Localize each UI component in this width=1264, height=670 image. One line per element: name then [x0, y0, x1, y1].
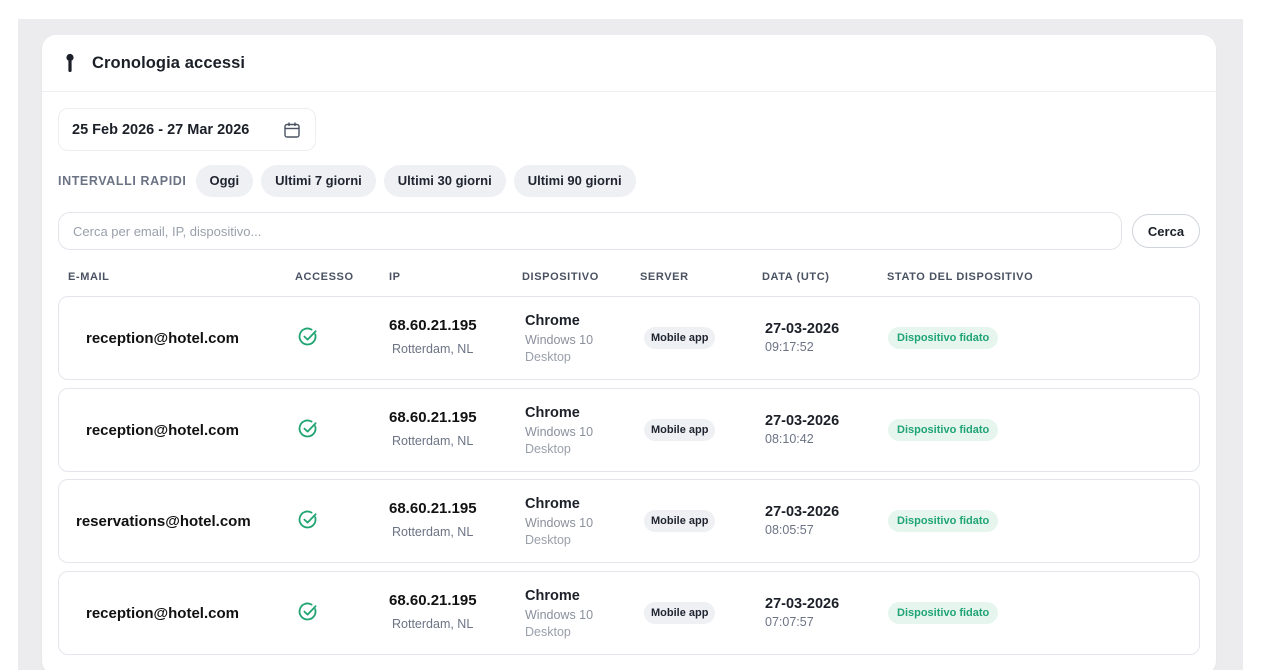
date-range-picker[interactable]: 25 Feb 2026 - 27 Mar 2026: [58, 108, 316, 151]
row-email: reception@hotel.com: [86, 604, 239, 622]
row-time: 07:07:57: [765, 615, 814, 629]
quick-range-30-days[interactable]: Ultimi 30 giorni: [383, 164, 506, 197]
row-time: 09:17:52: [765, 340, 814, 354]
column-header-ip: IP: [389, 271, 401, 283]
search-input[interactable]: [58, 212, 1122, 250]
status-badge: Dispositivo fidato: [888, 419, 999, 441]
status-badge: Dispositivo fidato: [888, 327, 999, 349]
row-email: reception@hotel.com: [86, 421, 239, 439]
server-badge: Mobile app: [644, 327, 716, 349]
date-range-value: 25 Feb 2026 - 27 Mar 2026: [72, 121, 250, 138]
column-header-server: SERVER: [640, 271, 689, 283]
row-device-os: Windows 10: [525, 608, 594, 622]
column-header-device: DISPOSITIVO: [522, 271, 599, 283]
row-device-browser: Chrome: [525, 313, 580, 329]
row-device-browser: Chrome: [525, 588, 580, 604]
quick-ranges: INTERVALLI RAPIDI Oggi Ultimi 7 giorni U…: [58, 164, 644, 197]
table-row[interactable]: reception@hotel.com 68.60.21.195 Rotterd…: [58, 388, 1200, 472]
table-row[interactable]: reservations@hotel.com 68.60.21.195 Rott…: [58, 479, 1200, 563]
row-date: 27-03-2026: [765, 413, 840, 429]
table-row[interactable]: reception@hotel.com 68.60.21.195 Rotterd…: [58, 571, 1200, 655]
row-device-browser: Chrome: [525, 496, 580, 512]
check-circle-icon: [297, 509, 319, 531]
row-location: Rotterdam, NL: [392, 617, 474, 631]
row-email: reservations@hotel.com: [76, 512, 251, 530]
check-circle-icon: [297, 418, 319, 440]
row-time: 08:10:42: [765, 432, 814, 446]
row-ip: 68.60.21.195: [389, 500, 477, 517]
row-ip: 68.60.21.195: [389, 592, 477, 609]
quick-range-7-days[interactable]: Ultimi 7 giorni: [261, 164, 376, 197]
server-badge: Mobile app: [644, 510, 716, 532]
column-header-device-status: STATO DEL DISPOSITIVO: [887, 271, 1034, 283]
calendar-icon[interactable]: [283, 121, 301, 139]
search-button[interactable]: Cerca: [1132, 214, 1200, 248]
quick-range-today[interactable]: Oggi: [195, 164, 254, 197]
key-icon: [64, 53, 76, 73]
row-ip: 68.60.21.195: [389, 409, 477, 426]
column-header-email: E-MAIL: [68, 271, 110, 283]
row-device-os: Windows 10: [525, 425, 594, 439]
row-device-type: Desktop: [525, 350, 571, 364]
row-device-os: Windows 10: [525, 333, 594, 347]
row-ip: 68.60.21.195: [389, 317, 477, 334]
row-device-type: Desktop: [525, 442, 571, 456]
quick-ranges-label: INTERVALLI RAPIDI: [58, 173, 187, 188]
status-badge: Dispositivo fidato: [888, 510, 999, 532]
row-location: Rotterdam, NL: [392, 525, 474, 539]
server-badge: Mobile app: [644, 419, 716, 441]
row-location: Rotterdam, NL: [392, 342, 474, 356]
row-time: 08:05:57: [765, 523, 814, 537]
quick-range-90-days[interactable]: Ultimi 90 giorni: [513, 164, 636, 197]
row-email: reception@hotel.com: [86, 329, 239, 347]
check-circle-icon: [297, 326, 319, 348]
check-circle-icon: [297, 601, 319, 623]
row-device-type: Desktop: [525, 533, 571, 547]
column-header-access: ACCESSO: [295, 271, 354, 283]
row-date: 27-03-2026: [765, 596, 840, 612]
table-header: E-MAIL ACCESSO IP DISPOSITIVO SERVER DAT…: [42, 271, 1216, 285]
row-device-os: Windows 10: [525, 516, 594, 530]
login-history-panel: Cronologia accessi 25 Feb 2026 - 27 Mar …: [42, 35, 1216, 670]
row-location: Rotterdam, NL: [392, 434, 474, 448]
row-date: 27-03-2026: [765, 504, 840, 520]
status-badge: Dispositivo fidato: [888, 602, 999, 624]
row-device-browser: Chrome: [525, 405, 580, 421]
panel-title: Cronologia accessi: [92, 53, 246, 72]
panel-header: Cronologia accessi: [42, 35, 1216, 92]
server-badge: Mobile app: [644, 602, 716, 624]
row-date: 27-03-2026: [765, 321, 840, 337]
column-header-date: DATA (UTC): [762, 271, 830, 283]
row-device-type: Desktop: [525, 625, 571, 639]
table-row[interactable]: reception@hotel.com 68.60.21.195 Rotterd…: [58, 296, 1200, 380]
